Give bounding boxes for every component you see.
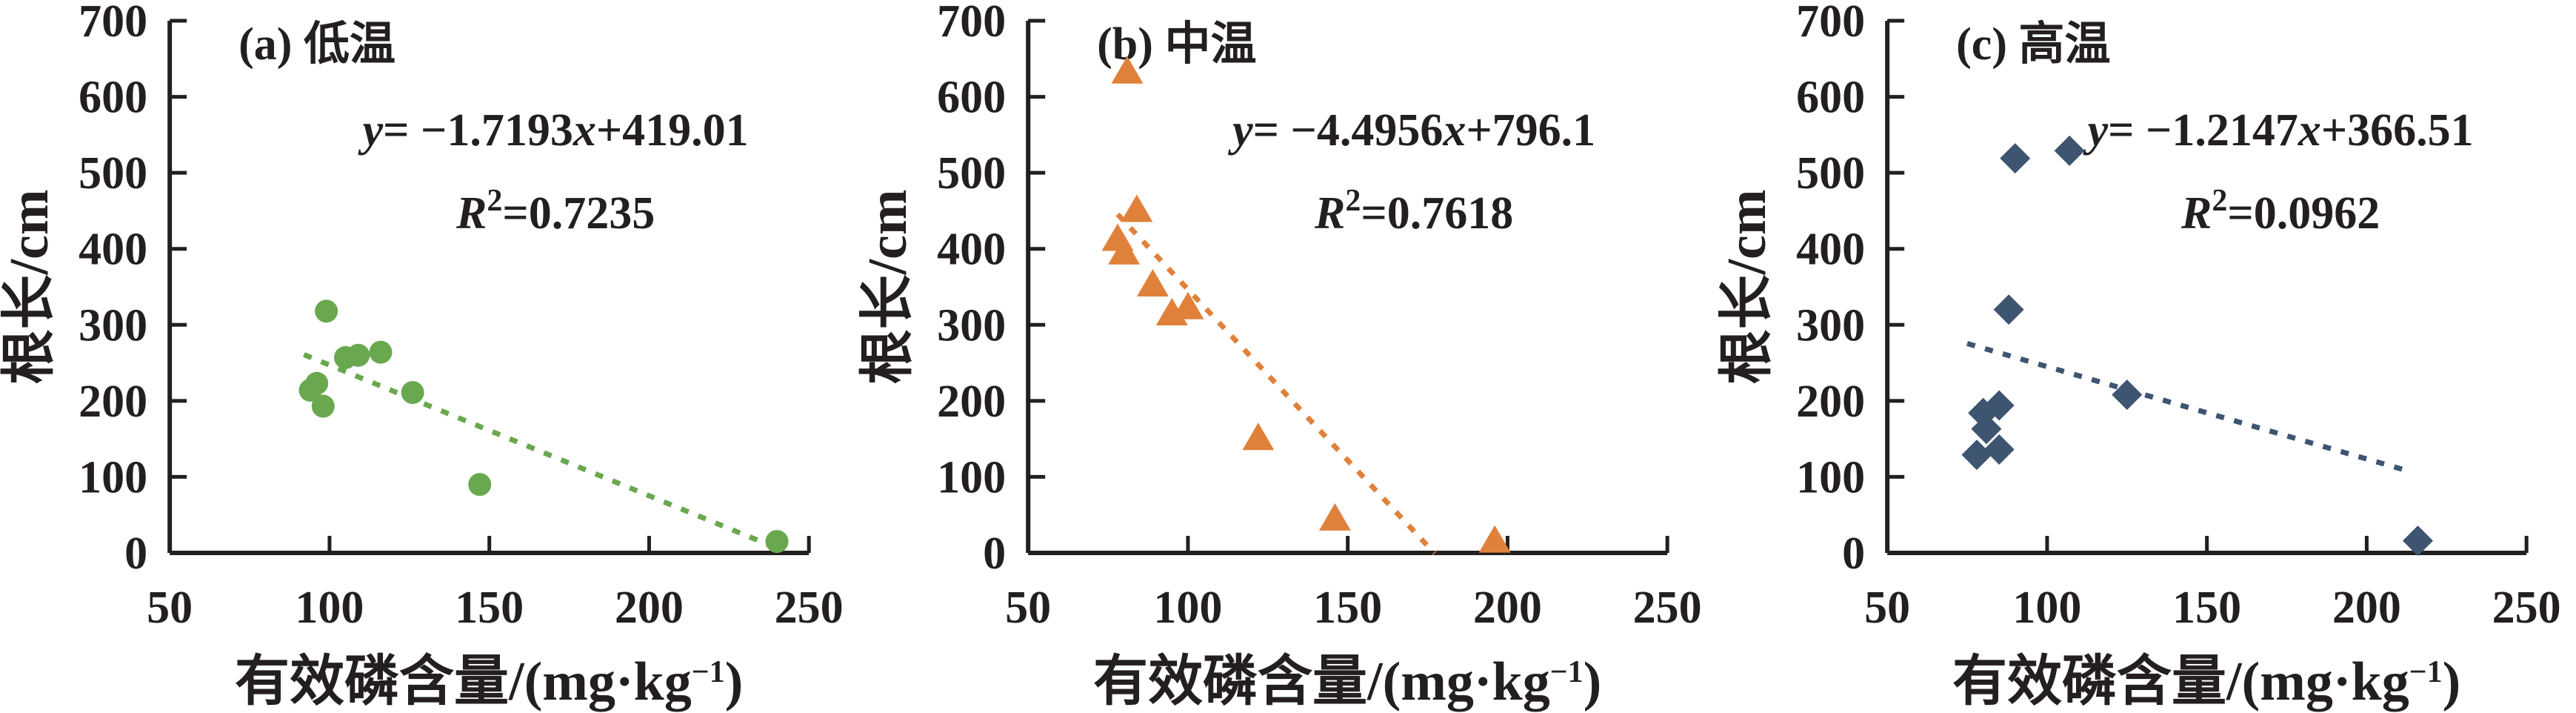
y-tick-label: 600 [1796,73,1865,123]
trendline [1115,212,1437,555]
data-point-circle [468,473,492,497]
data-point-triangle [1137,269,1169,296]
x-tick-label: 150 [455,583,524,633]
tick-marks-and-labels: 50 100 150 200 250 0 100 200 300 400 500 600 700 [937,0,1702,633]
x-tick-label: 200 [615,583,684,633]
x-tick-label: 250 [1633,583,1702,633]
y-tick-label: 100 [1796,452,1865,503]
y-tick-label: 500 [1796,148,1865,199]
r-squared-value: R2=0.7618 [1314,184,1513,239]
y-axis-label: 根长/cm [858,189,918,384]
scatter-points [1101,56,1511,553]
data-point-diamond [1993,294,2024,325]
r-squared-value: R2=0.7235 [456,184,655,239]
data-point-circle [315,299,338,323]
y-tick-label: 200 [79,377,147,427]
y-tick-label: 100 [937,452,1006,503]
y-tick-label: 200 [937,377,1006,427]
y-tick-label: 700 [79,0,147,47]
y-tick-label: 500 [937,148,1006,199]
x-tick-label: 150 [1313,583,1382,633]
trendline [303,352,784,554]
data-point-circle [347,343,370,367]
data-point-triangle [1242,422,1275,451]
data-point-triangle [1108,236,1141,265]
data-point-triangle [1111,56,1144,84]
y-tick-label: 400 [937,225,1006,275]
scatter-points [1961,135,2433,557]
y-tick-label: 100 [79,452,147,503]
y-tick-label: 300 [937,300,1006,351]
trend-dashed-line [303,352,784,554]
data-point-diamond [2054,135,2085,166]
panel-title: (c) 高温 [1956,19,2110,70]
regression-equation: y= −1.7193x+419.01 [358,105,749,156]
y-tick-label: 0 [124,528,147,579]
x-tick-label: 100 [2012,583,2081,633]
data-point-diamond [2111,379,2142,411]
x-axis-label: 有效磷含量/(mg·kg−1) [235,651,743,712]
tick-marks-and-labels: 50 100 150 200 250 0 100 200 300 400 500 600 700 [79,0,844,633]
panel-title: (a) 低温 [238,19,396,70]
data-point-diamond [1983,434,2015,465]
trendline [1966,341,2412,475]
y-tick-label: 500 [79,148,147,199]
y-tick-label: 700 [1796,0,1865,47]
data-point-circle [765,530,789,554]
regression-equation: y= −4.4956x+796.1 [1227,105,1595,156]
data-point-diamond [1971,414,2002,445]
data-point-triangle [1478,525,1511,553]
panel-title: (b) 中温 [1097,19,1256,70]
trend-dashed-line [1966,341,2412,475]
x-axis-label: 有效磷含量/(mg·kg−1) [1093,651,1601,712]
data-point-triangle [1172,291,1204,319]
x-tick-label: 50 [1005,583,1051,633]
data-point-triangle [1121,194,1153,222]
y-tick-label: 600 [79,73,147,123]
y-tick-label: 400 [1796,225,1865,275]
x-tick-label: 50 [1864,583,1910,633]
y-tick-label: 200 [1796,377,1865,427]
panel-c: 50 100 150 200 250 0 100 200 300 400 500 600 700 根长/… [1718,0,2561,712]
y-tick-label: 300 [1796,300,1865,351]
y-tick-label: 300 [79,300,147,351]
y-tick-label: 700 [937,0,1006,47]
x-tick-label: 250 [775,583,844,633]
y-tick-label: 600 [937,73,1006,123]
regression-equation: y= −1.2147x+366.51 [2082,105,2473,156]
data-point-circle [401,381,424,405]
axes [167,21,810,555]
scatter-points [298,299,789,554]
panel-b: 50 100 150 200 250 0 100 200 300 400 500 600 700 根长/… [858,0,1702,712]
data-point-circle [305,371,329,395]
x-tick-label: 100 [295,583,364,633]
x-tick-label: 250 [2492,583,2560,633]
x-tick-label: 200 [2332,583,2401,633]
data-point-diamond [1961,440,1992,471]
data-point-diamond [1983,390,2015,421]
r-squared-value: R2=0.0962 [2180,184,2380,239]
x-tick-label: 50 [147,583,193,633]
x-tick-label: 100 [1154,583,1223,633]
tick-marks-and-labels: 50 100 150 200 250 0 100 200 300 400 500 600 700 [1796,0,2561,633]
axes [1026,21,1668,555]
data-point-circle [311,394,335,418]
x-tick-label: 150 [2172,583,2241,633]
y-axis-label: 根长/cm [0,189,60,384]
data-point-triangle [1319,503,1352,531]
data-point-circle [369,340,393,364]
axes [1884,21,2526,555]
x-tick-label: 200 [1473,583,1542,633]
data-point-diamond [1999,143,2030,174]
trend-dashed-line [1115,212,1437,555]
y-axis-label: 根长/cm [1718,189,1778,384]
panel-a: 50 100 150 200 250 0 100 200 300 400 500 600 700 根长/… [0,0,844,712]
y-tick-label: 0 [1842,528,1865,579]
y-tick-label: 0 [983,528,1006,579]
x-axis-label: 有效磷含量/(mg·kg−1) [1952,651,2460,712]
y-tick-label: 400 [79,225,147,275]
data-point-diamond [2402,525,2433,557]
